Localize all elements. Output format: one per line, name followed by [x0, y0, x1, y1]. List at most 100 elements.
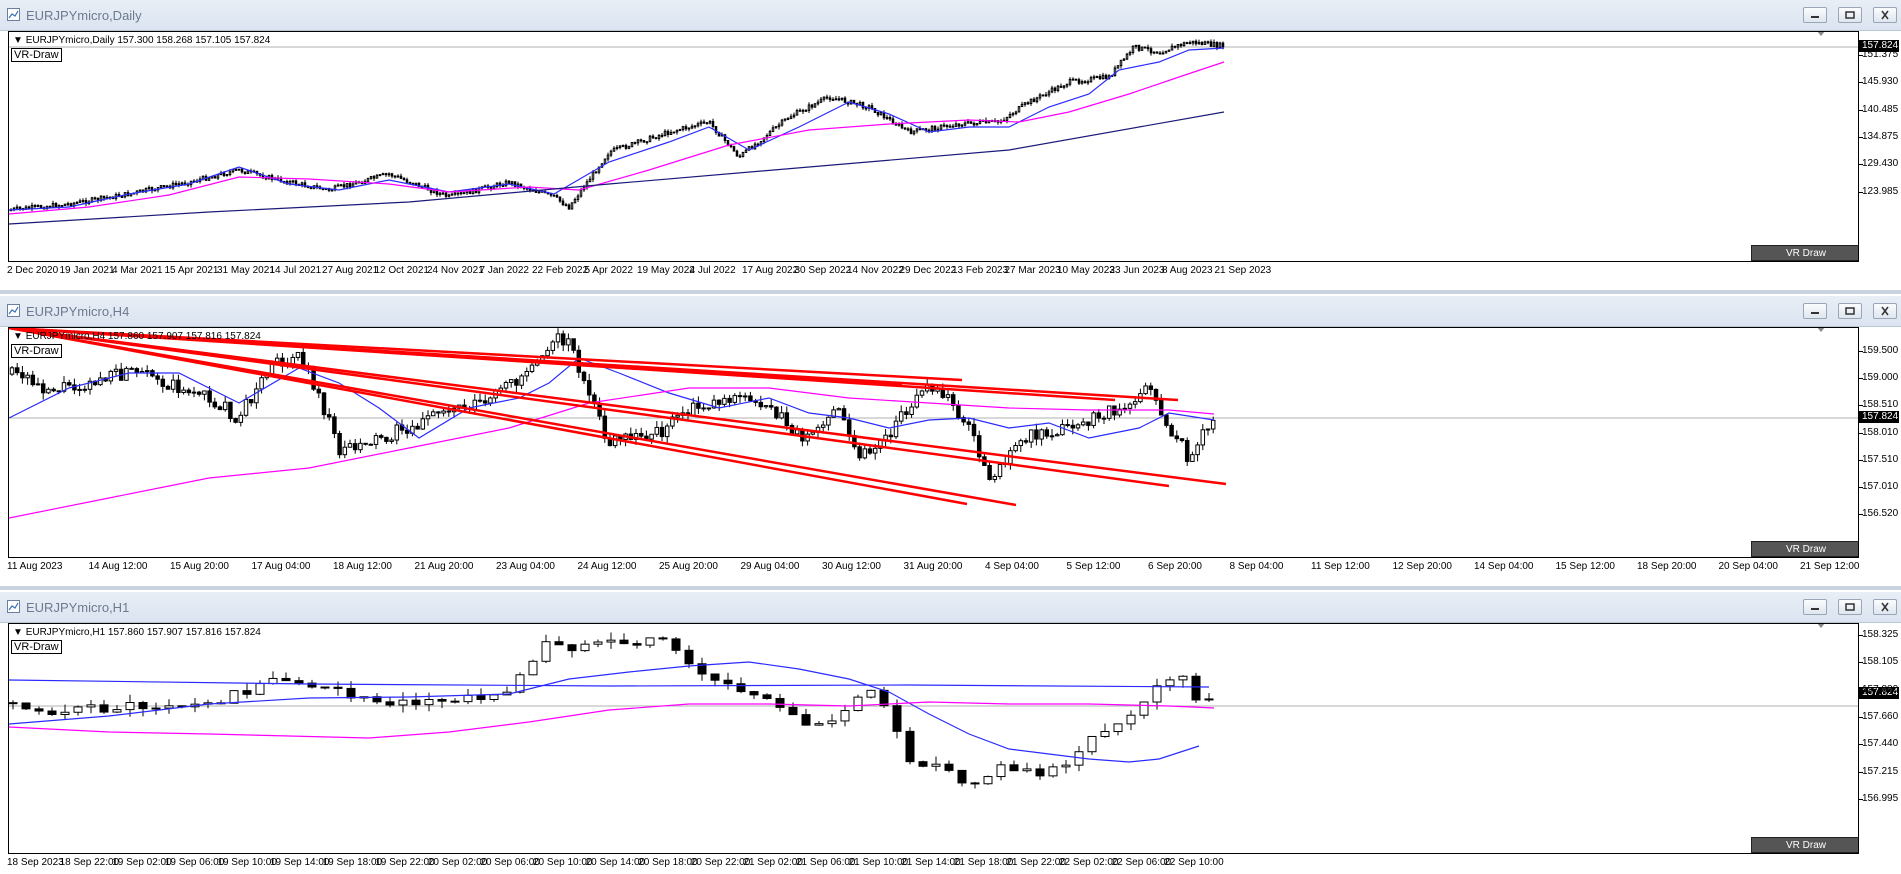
vr-draw-label[interactable]: VR-Draw [11, 344, 62, 358]
close-button[interactable] [1873, 303, 1897, 319]
candle [722, 394, 727, 407]
time-label: 24 Nov 2021 [427, 265, 484, 276]
trend-line[interactable] [9, 328, 1227, 486]
candle [654, 421, 660, 437]
vr-draw-label[interactable]: VR-Draw [11, 48, 62, 62]
restore-button[interactable] [1838, 303, 1862, 319]
candle [624, 143, 628, 150]
candle [1038, 92, 1042, 101]
fast-ma-line [9, 357, 1215, 439]
candle [1197, 39, 1201, 45]
slow-ma-line [9, 61, 1225, 215]
trend-line[interactable] [9, 328, 1170, 488]
price-label: 158.010 [1862, 426, 1899, 438]
candle [963, 120, 967, 127]
candle [463, 689, 473, 705]
candle [1200, 424, 1206, 451]
price-tick [1859, 771, 1863, 773]
vr-draw-label[interactable]: VR-Draw [11, 640, 62, 654]
candle [1164, 413, 1169, 428]
chart-window-h1[interactable]: EURJPYmicro,H1 ▼ EURJPYmicro,H1 157.860 … [0, 592, 1901, 868]
candle [332, 413, 337, 439]
candle [633, 141, 637, 145]
vr-draw-button[interactable]: VR Draw [1751, 837, 1858, 853]
candlestick-plot[interactable] [9, 32, 1859, 262]
candle [1068, 77, 1072, 87]
candle [1086, 79, 1090, 86]
window-titlebar[interactable]: EURJPYmicro,Daily [0, 0, 1901, 31]
candle [879, 112, 883, 116]
candle [1071, 77, 1075, 81]
price-chart[interactable]: ▼ EURJPYmicro,Daily 157.300 158.268 157.… [8, 31, 1859, 262]
candle [129, 366, 134, 370]
price-chart[interactable]: ▼ EURJPYmicro,H1 157.860 157.907 157.816… [8, 623, 1859, 854]
candle [636, 139, 640, 146]
candle [593, 639, 603, 648]
candle [342, 181, 346, 190]
time-label: 22 Feb 2022 [532, 265, 589, 276]
candle [84, 197, 88, 207]
price-scale[interactable]: 157.824 158.325 158.105 157.880 157.660 157.4… [1859, 623, 1901, 854]
restore-button[interactable] [1838, 599, 1862, 615]
candle [384, 172, 388, 177]
candle [30, 202, 34, 212]
time-label: 14 Aug 12:00 [88, 561, 148, 572]
restore-button[interactable] [1838, 7, 1862, 23]
restore-icon [1845, 307, 1855, 315]
vr-draw-button[interactable]: VR Draw [1751, 245, 1858, 261]
candle [723, 672, 733, 690]
minimize-button[interactable] [1803, 303, 1827, 319]
time-label: 22 Sep 10:00 [1164, 857, 1224, 868]
chart-window-h4[interactable]: EURJPYmicro,H4 ▼ EURJPYmicro,H4 157.860 … [0, 296, 1901, 592]
minimize-button[interactable] [1803, 599, 1827, 615]
candle [384, 436, 389, 445]
price-scale[interactable]: 157.824 159.500 159.000 158.510 158.010 157.5… [1859, 327, 1901, 558]
candle [906, 127, 910, 132]
window-titlebar[interactable]: EURJPYmicro,H1 [0, 592, 1901, 623]
vr-draw-button[interactable]: VR Draw [1751, 541, 1858, 557]
candle [1218, 41, 1222, 49]
candle [1204, 693, 1214, 702]
minimize-button[interactable] [1803, 7, 1827, 23]
candlestick-plot[interactable] [9, 624, 1859, 854]
candle [978, 118, 982, 125]
time-label: 17 Aug 2022 [742, 265, 799, 276]
candlestick-plot[interactable] [9, 328, 1859, 558]
time-scale[interactable]: 11 Aug 2023 14 Aug 12:00 15 Aug 20:00 17 Au… [0, 558, 1901, 578]
candle [1122, 57, 1126, 61]
time-label: 19 Sep 10:00 [217, 857, 277, 868]
candle [975, 123, 979, 126]
price-chart[interactable]: ▼ EURJPYmicro,H4 157.860 157.907 157.816… [8, 327, 1859, 558]
close-button[interactable] [1873, 7, 1897, 23]
time-scale[interactable]: 2 Dec 2020 19 Jan 2021 4 Mar 2021 15 Apr 20… [0, 262, 1901, 282]
time-label: 4 Mar 2021 [112, 265, 163, 276]
candle [9, 700, 18, 710]
time-label: 21 Sep 02:00 [743, 857, 803, 868]
chart-window-daily[interactable]: EURJPYmicro,Daily ▼ EURJPYmicro,Daily 15… [0, 0, 1901, 296]
close-button[interactable] [1873, 599, 1897, 615]
candle [144, 187, 148, 194]
candle [843, 96, 847, 103]
candle [576, 193, 580, 203]
candle [1009, 760, 1019, 772]
candle [399, 173, 403, 179]
candle [669, 129, 673, 136]
candle [1089, 75, 1093, 83]
candle [1083, 79, 1087, 84]
time-scale[interactable]: 18 Sep 2023 18 Sep 22:00 19 Sep 02:00 19 Se… [0, 854, 1901, 874]
candle [660, 132, 664, 138]
candle [347, 439, 353, 448]
candle [1080, 418, 1086, 427]
trend-line[interactable] [9, 328, 1017, 507]
candle [885, 114, 889, 120]
candle [326, 408, 332, 421]
candle [488, 396, 493, 407]
window-titlebar[interactable]: EURJPYmicro,H4 [0, 296, 1901, 327]
long-ma-line [9, 679, 1210, 688]
trend-line[interactable] [9, 328, 1179, 402]
candle [705, 122, 709, 125]
price-scale[interactable]: 157.824 151.375 145.930 140.485 134.875 129.4… [1859, 31, 1901, 262]
candle [942, 122, 946, 128]
candle [295, 351, 301, 361]
candle [372, 174, 376, 181]
